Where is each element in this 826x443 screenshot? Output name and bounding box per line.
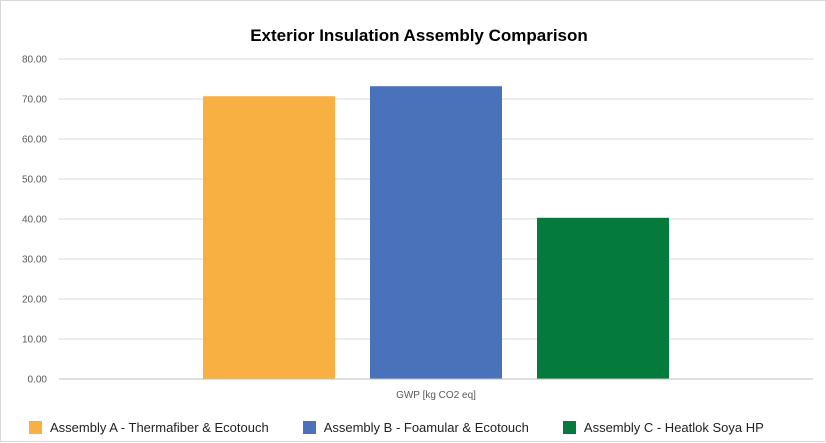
chart-title: Exterior Insulation Assembly Comparison: [250, 26, 588, 45]
y-tick-label: 40.00: [22, 215, 47, 226]
y-tick-label: 30.00: [22, 255, 47, 266]
legend-swatch: [562, 420, 576, 434]
x-axis-label: GWP [kg CO2 eq]: [396, 390, 476, 401]
y-tick-label: 0.00: [28, 375, 48, 386]
legend-item: Assembly C - Heatlok Soya HP: [562, 419, 764, 435]
y-axis-ticks: 0.00 10.00 20.00 30.00 40.00 50.00 60.00 70.00 8…: [22, 55, 47, 386]
y-tick-label: 70.00: [22, 95, 47, 106]
legend: Assembly A - Thermafiber & Ecotouch Assem…: [1, 413, 826, 441]
bars: [203, 86, 669, 379]
y-tick-label: 60.00: [22, 135, 47, 146]
legend-item: Assembly B - Foamular & Ecotouch: [302, 419, 529, 435]
bar-c: [537, 217, 669, 379]
legend-swatch: [302, 420, 316, 434]
bar-b: [370, 86, 502, 379]
y-tick-label: 10.00: [22, 335, 47, 346]
y-tick-label: 50.00: [22, 175, 47, 186]
y-tick-label: 80.00: [22, 55, 47, 66]
legend-label: Assembly B - Foamular & Ecotouch: [323, 419, 529, 435]
legend-label: Assembly A - Thermafiber & Ecotouch: [50, 419, 269, 435]
legend-swatch: [29, 420, 42, 434]
y-tick-label: 20.00: [22, 295, 47, 306]
bar-a: [203, 96, 335, 379]
legend-item: Assembly A - Thermafiber & Ecotouch: [29, 420, 269, 435]
legend-label: Assembly C - Heatlok Soya HP: [583, 419, 764, 435]
